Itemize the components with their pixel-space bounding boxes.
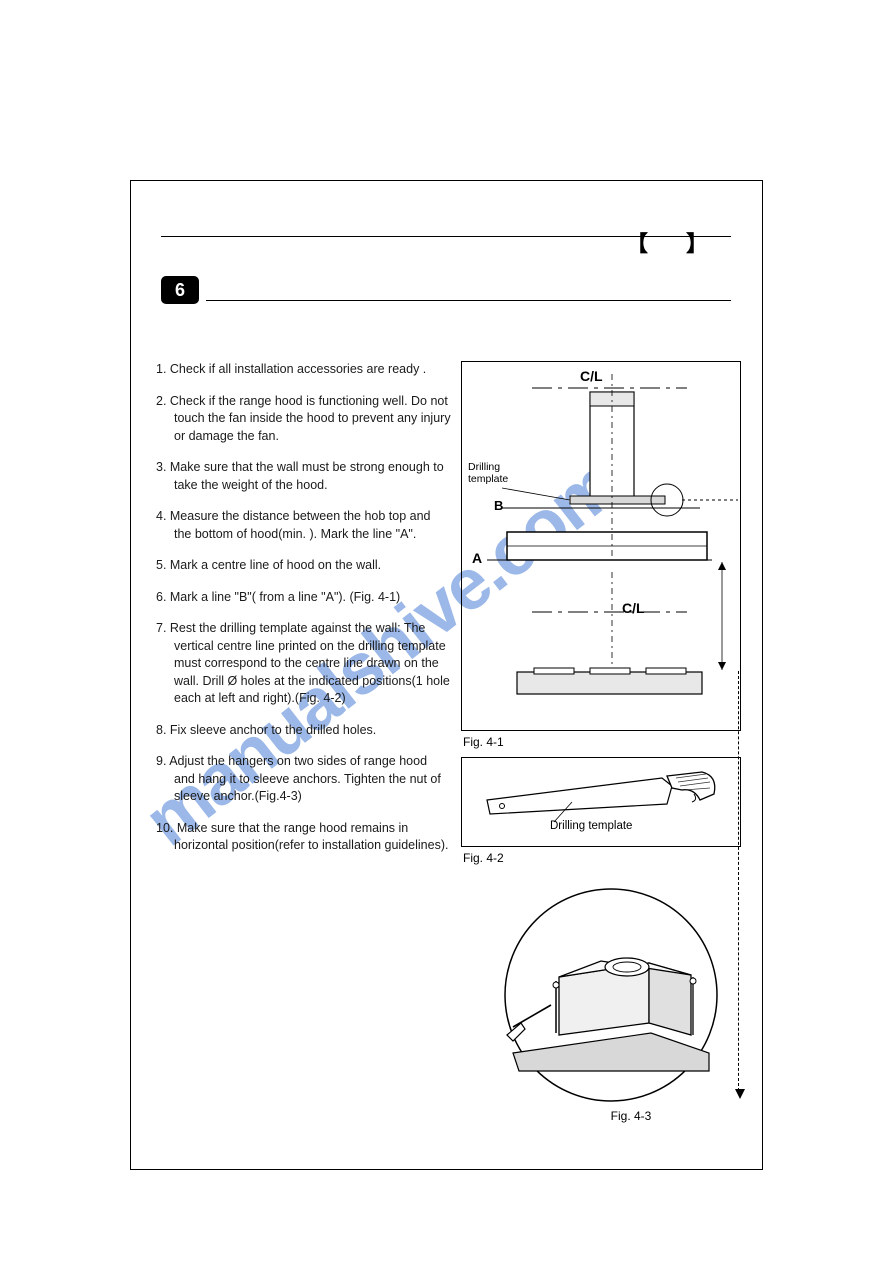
page-number-badge: 6 [161, 276, 199, 304]
step-5: 5. Mark a centre line of hood on the wal… [156, 557, 451, 575]
figure-4-3-box [501, 885, 721, 1105]
instruction-column: 1. Check if all installation accessories… [156, 361, 451, 869]
step-4: 4. Measure the distance between the hob … [156, 508, 451, 543]
fig1-drill-label: Drilling template [468, 462, 524, 485]
sub-horizontal-rule [206, 300, 731, 301]
figure-4-3-caption: Fig. 4-3 [521, 1109, 741, 1123]
detail-arrow-line [738, 671, 739, 1091]
step-1: 1. Check if all installation accessories… [156, 361, 451, 379]
bracket-left: 【 [626, 226, 648, 258]
page-frame: 【 】 6 1. Check if all installation acces… [130, 180, 763, 1170]
step-2: 2. Check if the range hood is functionin… [156, 393, 451, 446]
step-6: 6. Mark a line "B"( from a line "A"). (F… [156, 589, 451, 607]
figure-4-1-box: C/L C/L A B Drilling template [461, 361, 741, 731]
figure-column: C/L C/L A B Drilling template Fig. 4-1 D… [461, 361, 741, 1123]
fig1-cl-top: C/L [580, 368, 603, 384]
figure-4-2-svg [462, 758, 740, 846]
figure-4-2-box: Drilling template [461, 757, 741, 847]
fig1-label-b: B [494, 498, 503, 513]
step-3: 3. Make sure that the wall must be stron… [156, 459, 451, 494]
fig2-label: Drilling template [550, 820, 632, 832]
fig1-label-a: A [472, 550, 482, 566]
figure-4-3-svg [501, 885, 721, 1105]
step-9: 9. Adjust the hangers on two sides of ra… [156, 753, 451, 806]
step-8: 8. Fix sleeve anchor to the drilled hole… [156, 722, 451, 740]
step-10: 10. Make sure that the range hood remain… [156, 820, 451, 855]
fig1-cl-bottom: C/L [622, 600, 645, 616]
figure-4-1-svg [462, 362, 740, 730]
figure-4-2-caption: Fig. 4-2 [463, 851, 741, 865]
detail-arrow-head-icon [735, 1089, 745, 1099]
step-7: 7. Rest the drilling template against th… [156, 620, 451, 708]
bracket-right: 】 [686, 226, 708, 258]
figure-4-1-caption: Fig. 4-1 [463, 735, 741, 749]
